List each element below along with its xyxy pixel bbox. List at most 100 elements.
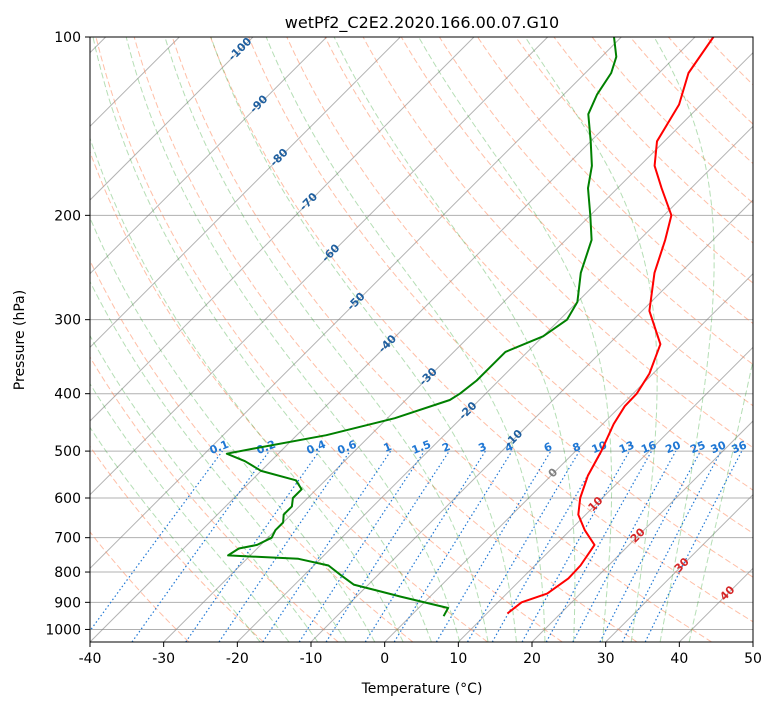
mixing-ratio-label: 13	[617, 439, 636, 457]
moist-adiabat-line	[90, 382, 290, 642]
dry-adiabat-line	[286, 37, 753, 534]
moist-adiabat-line	[524, 37, 658, 642]
mixing-ratio-label: 3	[476, 440, 488, 455]
dry-adiabat-line	[477, 37, 753, 325]
y-tick-label: 700	[54, 531, 81, 547]
dry-adiabat-line	[629, 37, 753, 165]
mixing-ratio-label: 25	[688, 439, 707, 457]
mixing-ratio-line	[218, 450, 351, 642]
dry-adiabat-line	[438, 37, 753, 366]
mixing-ratio-label: 1.5	[410, 438, 433, 457]
mixing-ratio-line	[521, 450, 631, 642]
isotherm-label: -40	[376, 332, 399, 355]
dry-adiabat-line	[90, 259, 414, 642]
moist-adiabat-line	[90, 216, 376, 642]
mixing-ratio-line	[90, 450, 223, 632]
mixing-ratio-line	[466, 450, 580, 642]
y-tick-label: 300	[54, 313, 81, 329]
x-tick-label: 10	[449, 651, 467, 667]
mixing-ratio-label: 6	[542, 440, 554, 455]
mixing-ratio-line	[545, 450, 653, 642]
isotherm-label: -20	[456, 399, 479, 422]
dry-adiabat-line	[90, 356, 339, 642]
mixing-ratio-line	[572, 450, 677, 642]
y-tick-label: 500	[54, 444, 81, 460]
dry-adiabat-line	[668, 37, 753, 125]
isotherm-line	[90, 37, 328, 275]
isotherm-line	[90, 37, 549, 496]
isotherm-line	[310, 199, 753, 642]
moist-adiabat-line	[92, 37, 432, 642]
moist-adiabat-line	[164, 37, 489, 642]
moist-adiabat-line	[688, 358, 753, 642]
dry-adiabat-line	[706, 37, 753, 86]
moist-adiabat-line	[125, 37, 461, 642]
isotherm-line	[90, 37, 475, 422]
dry-adiabat-line	[553, 37, 753, 244]
mixing-ratio-line	[131, 450, 270, 642]
x-tick-label: 30	[597, 651, 615, 667]
mixing-ratio-line	[435, 450, 552, 642]
mixing-ratio-label: 8	[571, 440, 583, 455]
x-tick-label: 0	[380, 651, 389, 667]
dry-adiabat-line	[362, 37, 753, 449]
moist-adiabat-line	[333, 37, 576, 642]
mixing-ratio-label: 0.6	[336, 438, 359, 457]
isotherm-line	[90, 37, 696, 642]
y-tick-label: 100	[54, 30, 81, 46]
isotherm-line	[163, 51, 753, 642]
plot-frame	[89, 36, 754, 643]
x-tick-label: -30	[152, 651, 175, 667]
mixing-ratio-line	[599, 450, 702, 642]
y-tick-label: 800	[54, 565, 81, 581]
isotherm-label: -50	[344, 290, 367, 313]
isotherm-line	[90, 37, 622, 570]
mixing-ratio-line	[298, 450, 425, 642]
y-axis-label: Pressure (hPa)	[12, 290, 28, 390]
moist-adiabat-line	[90, 334, 319, 642]
isotherm-line	[752, 641, 753, 642]
dry-adiabat-line	[95, 37, 563, 642]
mixing-ratio-label: 16	[639, 438, 658, 456]
isotherm-line	[605, 493, 753, 642]
isotherm-line	[678, 567, 753, 642]
x-tick-label: -40	[79, 651, 102, 667]
mixing-ratio-label: 2	[440, 440, 452, 455]
mixing-ratio-label: 30	[709, 438, 728, 456]
dry-adiabat-line	[248, 37, 753, 578]
mixing-ratio-label: 1	[382, 440, 394, 455]
moist-adiabat-line	[210, 37, 517, 642]
mixing-ratio-line	[325, 450, 450, 642]
moist-adiabat-line	[90, 136, 404, 642]
moist-adiabat-line	[90, 280, 347, 642]
mixing-ratio-line	[262, 450, 392, 642]
mixing-ratio-label: 0.4	[305, 438, 328, 457]
chart-title: wetPf2_C2E2.2020.166.00.07.G10	[285, 13, 559, 33]
isotherm-line	[90, 37, 254, 201]
dry-adiabat-line	[210, 37, 753, 623]
dry-adiabat-line	[400, 37, 753, 407]
moist-adiabat-line	[90, 426, 261, 642]
dry-adiabat-line	[591, 37, 753, 204]
x-tick-label: -20	[226, 651, 249, 667]
y-tick-label: 1000	[45, 622, 81, 638]
dewpoint-trace	[225, 37, 618, 617]
mixing-ratio-label: 36	[730, 438, 749, 456]
y-tick-label: 400	[54, 387, 81, 403]
y-tick-label: 900	[54, 595, 81, 611]
isotherm-label: 40	[717, 583, 737, 603]
y-tick-label: 200	[54, 208, 81, 224]
mixing-ratio-line	[393, 450, 513, 642]
x-tick-label: 50	[744, 651, 762, 667]
mixing-ratio-label: 20	[664, 438, 683, 456]
dry-adiabat-line	[90, 150, 488, 642]
temperature-trace	[506, 37, 715, 615]
moist-adiabat-line	[653, 37, 715, 642]
moist-adiabat-line	[265, 37, 546, 642]
isotherm-line	[531, 420, 753, 642]
isotherm-label: -100	[226, 35, 255, 64]
dry-adiabat-line	[324, 37, 753, 491]
dry-adiabat-line	[90, 445, 264, 642]
dry-adiabat-line	[133, 37, 638, 642]
